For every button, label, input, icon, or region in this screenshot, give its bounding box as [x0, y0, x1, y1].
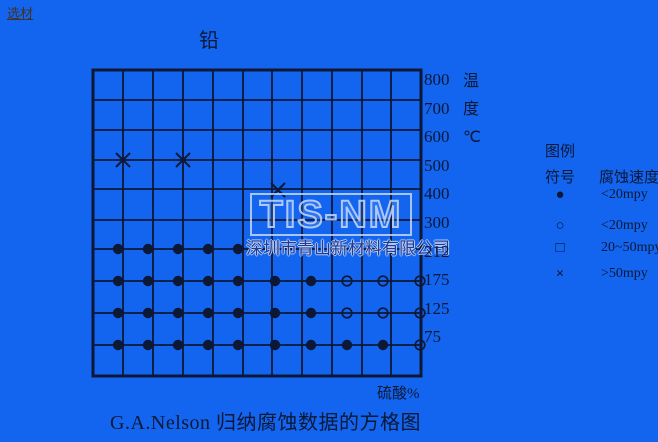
legend-header-symbol: 符号	[545, 170, 576, 186]
y-axis-title-char: 温	[463, 73, 480, 90]
chart-title: 铅	[199, 30, 219, 52]
y-axis-title: 温 度 ℃	[463, 68, 481, 152]
point-open-circle	[414, 339, 426, 351]
watermark-company-name: 深圳市青山新材料有限公司	[246, 239, 450, 258]
point-filled-circle	[305, 339, 317, 351]
x-axis-label: 硫酸%	[377, 386, 420, 402]
point-filled-circle	[112, 339, 124, 351]
point-filled-circle	[142, 339, 154, 351]
point-filled-circle	[202, 307, 214, 319]
legend-row-label: <20mpy	[601, 187, 648, 202]
point-filled-circle	[232, 339, 244, 351]
point-filled-circle	[172, 339, 184, 351]
point-open-circle	[414, 307, 426, 319]
point-filled-circle	[232, 243, 244, 255]
point-filled-circle	[305, 275, 317, 287]
point-filled-circle	[112, 275, 124, 287]
point-filled-circle	[142, 275, 154, 287]
watermark-box: TIS-NM	[250, 193, 412, 236]
point-filled-circle	[142, 243, 154, 255]
point-filled-circle	[172, 307, 184, 319]
watermark-logo: TIS-NM	[259, 193, 403, 236]
point-x-mark	[115, 152, 131, 168]
point-filled-circle	[232, 307, 244, 319]
legend-row: ○ <20mpy	[545, 218, 658, 238]
point-open-circle	[377, 307, 389, 319]
legend-row: ● <20mpy	[545, 187, 658, 207]
grid-border	[91, 68, 423, 378]
point-filled-circle	[341, 339, 353, 351]
legend-title: 图例	[545, 144, 576, 160]
point-open-circle	[414, 275, 426, 287]
legend-row-label: <20mpy	[601, 218, 648, 233]
legend-header-rate: 腐蚀速度	[599, 170, 658, 186]
legend-row-label: >50mpy	[601, 266, 648, 281]
point-filled-circle	[269, 275, 281, 287]
point-filled-circle	[172, 275, 184, 287]
open-circle-icon: ○	[555, 218, 565, 234]
point-x-mark	[175, 152, 191, 168]
y-axis-unit: ℃	[463, 129, 481, 146]
point-filled-circle	[232, 275, 244, 287]
point-filled-circle	[112, 243, 124, 255]
point-filled-circle	[377, 339, 389, 351]
point-filled-circle	[202, 339, 214, 351]
point-filled-circle	[305, 307, 317, 319]
legend-row: □ 20~50mpy	[545, 240, 658, 260]
x-mark-icon: ×	[555, 266, 565, 282]
point-filled-circle	[172, 243, 184, 255]
legend-row: × >50mpy	[545, 266, 658, 286]
point-filled-circle	[142, 307, 154, 319]
y-axis-title-char: 度	[463, 101, 480, 118]
chart-caption: G.A.Nelson 归纳腐蚀数据的方格图	[110, 412, 422, 434]
point-open-circle	[377, 275, 389, 287]
point-filled-circle	[202, 275, 214, 287]
point-filled-circle	[112, 307, 124, 319]
point-filled-circle	[269, 307, 281, 319]
open-square-icon: □	[555, 240, 565, 256]
point-open-circle	[341, 307, 353, 319]
point-open-circle	[341, 275, 353, 287]
filled-circle-icon: ●	[555, 187, 565, 203]
legend-row-label: 20~50mpy	[601, 240, 658, 255]
point-filled-circle	[269, 339, 281, 351]
point-filled-circle	[202, 243, 214, 255]
nav-link-material-selection[interactable]: 选材	[7, 6, 34, 21]
